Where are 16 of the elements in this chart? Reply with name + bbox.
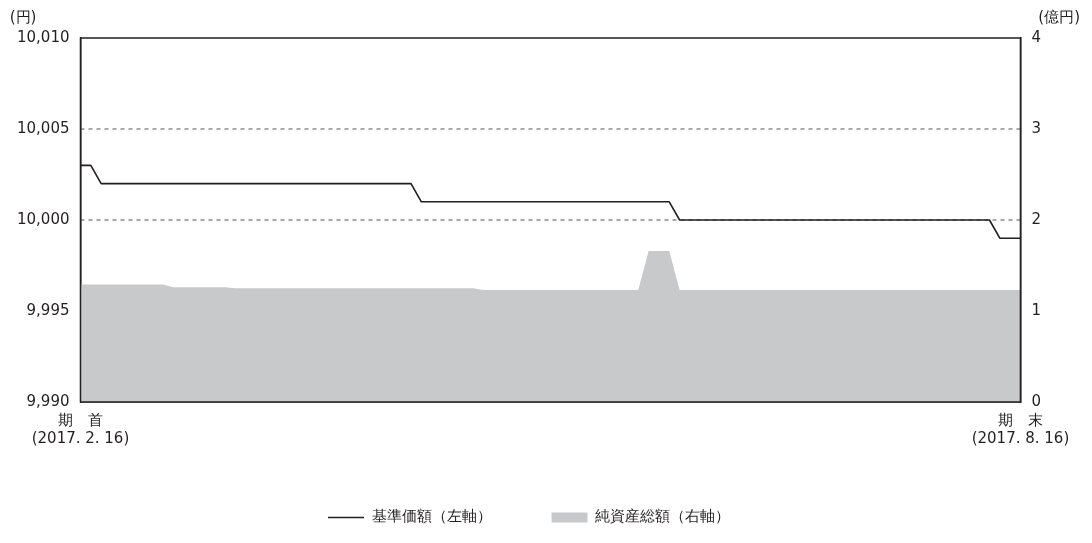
x-tick-label: 期 末 (2017. 8. 16) <box>971 410 1070 447</box>
y-tick-label: 10,010 <box>16 27 70 46</box>
y-tick-label: 9,995 <box>26 300 70 319</box>
y2-tick-label: 3 <box>1031 118 1041 137</box>
legend-label: 基準価額（左軸） <box>371 507 492 526</box>
x-tick-label: 期 首 (2017. 2. 16) <box>31 410 130 447</box>
y-tick-label: 10,005 <box>16 118 70 137</box>
y2-tick-label: 4 <box>1031 27 1041 46</box>
y2-tick-label: 1 <box>1031 300 1041 319</box>
y2-tick-label: 2 <box>1031 209 1041 228</box>
y-axis-title: (円) <box>9 8 37 27</box>
y-tick-label: 9,990 <box>26 391 70 410</box>
y-tick-label: 10,000 <box>16 209 70 228</box>
y2-axis-title: (億円) <box>1038 8 1080 27</box>
legend-label: 純資産総額（右軸） <box>595 507 730 526</box>
y2-tick-label: 0 <box>1031 391 1041 410</box>
